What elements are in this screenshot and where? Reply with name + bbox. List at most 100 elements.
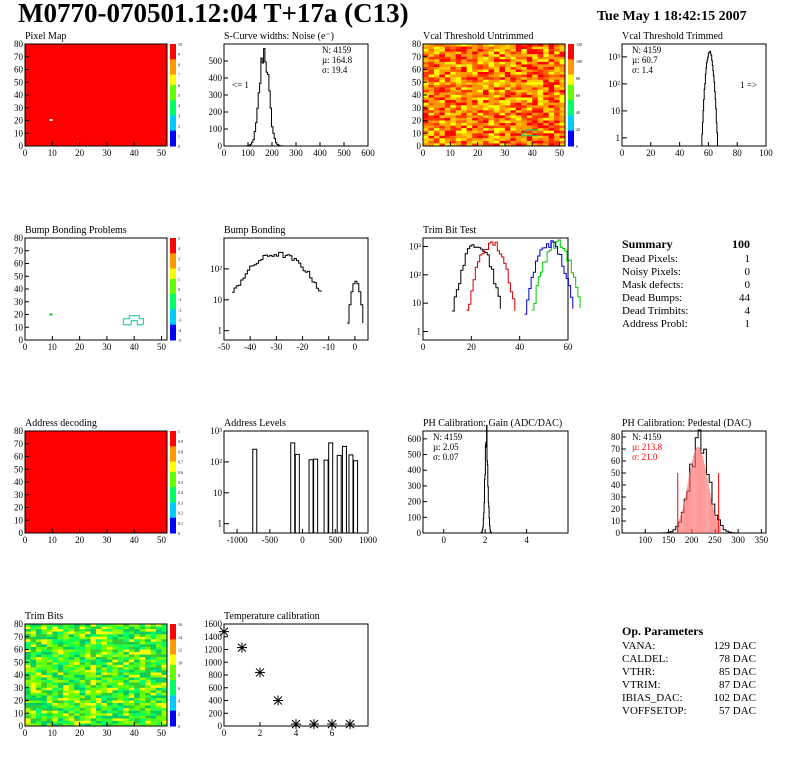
heatmap-cell: [101, 690, 108, 694]
heatmap-cell: [461, 120, 467, 124]
heatmap-cell: [35, 672, 42, 676]
heatmap-cell: [423, 54, 429, 57]
heatmap-cell: [96, 713, 102, 717]
heatmap-cell: [510, 100, 517, 103]
heatmap-cell: [25, 687, 31, 691]
heatmap-cell: [35, 644, 42, 648]
heatmap-cell: [510, 77, 517, 80]
heatmap-cell: [161, 690, 168, 694]
z-tick-label: 80: [576, 76, 580, 81]
heatmap-cell: [559, 112, 566, 116]
heatmap-cell: [79, 647, 86, 650]
heatmap-cell: [90, 639, 97, 643]
heatmap-cell: [499, 138, 506, 142]
heatmap-cell: [128, 634, 135, 637]
heatmap-cell: [46, 672, 53, 676]
heatmap-cell: [543, 74, 549, 78]
heatmap-cell: [139, 672, 146, 676]
heatmap-cell: [63, 664, 69, 668]
heatmap-cell: [499, 61, 506, 65]
heatmap-cell: [554, 143, 560, 147]
heatmap-cell: [68, 682, 75, 686]
heatmap-cell: [455, 138, 462, 142]
heatmap-cell: [134, 710, 140, 714]
heatmap-cell: [455, 51, 462, 55]
heatmap-cell: [494, 143, 500, 147]
y-tick-label: 30: [611, 492, 621, 502]
y-tick-label: 70: [14, 439, 24, 449]
heatmap-cell: [117, 705, 124, 709]
heatmap-cell: [41, 677, 48, 681]
heatmap-cell: [145, 695, 151, 699]
heatmap-cell: [504, 133, 511, 137]
y-tick-label: 50: [412, 77, 422, 87]
x-tick-label: 300: [289, 148, 303, 158]
heatmap-cell: [156, 720, 162, 724]
heatmap-cell: [477, 123, 484, 126]
heatmap-cell: [499, 84, 506, 88]
heatmap-cell: [423, 56, 429, 60]
heatmap-cell: [52, 636, 59, 640]
heatmap-cell: [150, 710, 157, 714]
heatmap-cell: [521, 44, 528, 47]
stat-text: µ: 60.7: [632, 55, 658, 65]
y-tick-label: 200: [209, 107, 223, 117]
heatmap-cell: [117, 698, 124, 701]
heatmap-cell: [461, 135, 467, 139]
heatmap-cell: [150, 626, 157, 630]
heatmap-cell: [548, 112, 555, 116]
heatmap-cell: [90, 634, 97, 637]
heatmap-cell: [504, 87, 511, 91]
palette-swatch: [568, 130, 574, 137]
heatmap-cell: [156, 672, 162, 676]
y-tick-label: 200: [209, 708, 223, 718]
heatmap-cell: [428, 130, 435, 134]
heatmap-cell: [85, 652, 91, 655]
heatmap-cell: [559, 140, 566, 144]
heatmap-cell: [423, 120, 429, 124]
heatmap-cell: [106, 682, 113, 686]
heatmap-cell: [532, 133, 538, 137]
z-tick-label: 60: [576, 93, 580, 98]
heatmap-cell: [150, 659, 157, 663]
heatmap-cell: [559, 102, 566, 106]
heatmap-cell: [63, 698, 69, 701]
heatmap-cell: [57, 715, 64, 719]
heatmap-cell: [90, 624, 97, 627]
palette-swatch: [170, 304, 176, 310]
heatmap-cell: [521, 100, 528, 103]
heatmap-cell: [488, 95, 495, 98]
heatmap-cell: [532, 79, 538, 83]
heatmap-cell: [433, 82, 440, 86]
heatmap-cell: [117, 675, 124, 678]
heatmap-cell: [123, 636, 130, 640]
heatmap-cell: [90, 705, 97, 709]
heatmap-cell: [112, 685, 119, 688]
heatmap-cell: [444, 123, 451, 126]
heatmap-cell: [450, 112, 457, 116]
heatmap-cell: [499, 125, 506, 129]
heatmap-cell: [455, 64, 462, 68]
heatmap-cell: [41, 669, 48, 673]
heatmap-cell: [30, 629, 37, 632]
palette-swatch: [170, 289, 176, 295]
heatmap-cell: [466, 120, 473, 124]
heatmap-cell: [106, 687, 113, 691]
heatmap-cell: [433, 72, 440, 75]
heatmap-cell: [423, 51, 429, 55]
heatmap-cell: [46, 654, 53, 658]
heatmap-cell: [433, 46, 440, 50]
heatmap-cell: [521, 138, 528, 142]
heatmap-cell: [504, 69, 511, 73]
heatmap-cell: [134, 636, 140, 640]
heatmap-cell: [134, 698, 140, 701]
heatmap-cell: [526, 87, 533, 91]
heatmap-cell: [101, 659, 108, 663]
heatmap-cell: [35, 723, 42, 727]
heatmap-cell: [548, 74, 555, 78]
z-tick-label: 0: [178, 724, 180, 729]
heatmap-cell: [488, 67, 495, 70]
heatmap-cell: [161, 649, 168, 653]
heatmap-cell: [30, 652, 37, 655]
heatmap-cell: [450, 133, 457, 137]
